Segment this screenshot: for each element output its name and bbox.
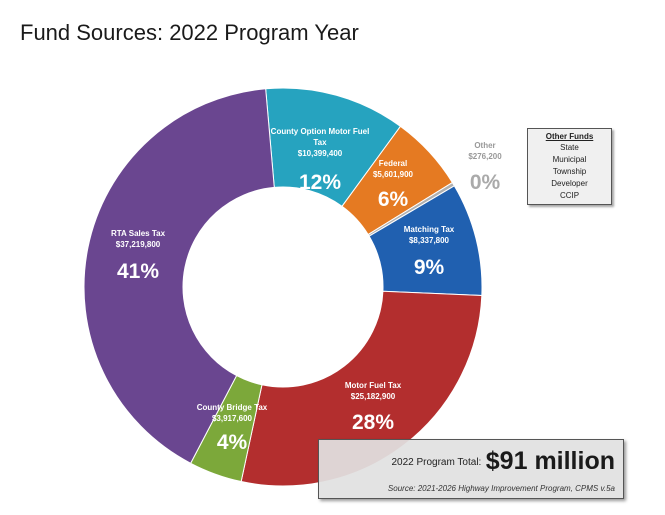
label-name-county-option-motor-fuel-tax-0: County Option Motor Fuel (271, 127, 370, 136)
label-amount-matching-tax: $8,337,800 (409, 236, 450, 245)
legend-item-township: Township (552, 167, 587, 176)
label-name-rta-sales-tax: RTA Sales Tax (111, 229, 166, 238)
label-percent-federal: 6% (378, 188, 409, 211)
legend-item-ccip: CCIP (559, 191, 580, 200)
label-amount-federal: $5,601,900 (373, 170, 414, 179)
label-percent-county-bridge-tax: 4% (217, 431, 248, 454)
label-amount-rta-sales-tax: $37,219,800 (116, 240, 161, 249)
label-amount-county-bridge-tax: $3,917,600 (212, 414, 253, 423)
donut-slices (83, 87, 483, 487)
label-name-motor-fuel-tax: Motor Fuel Tax (345, 381, 402, 390)
label-percent-other: 0% (470, 171, 501, 194)
label-percent-motor-fuel-tax: 28% (352, 411, 394, 434)
slice-motor-fuel-tax (240, 290, 483, 487)
label-name-county-bridge-tax: County Bridge Tax (197, 403, 268, 412)
source-note: Source: 2021-2026 Highway Improvement Pr… (387, 484, 615, 493)
label-name-federal: Federal (379, 159, 407, 168)
label-percent-matching-tax: 9% (414, 256, 445, 279)
label-name-other: Other (474, 141, 495, 150)
legend-item-state: State (560, 143, 579, 152)
label-name-matching-tax: Matching Tax (404, 225, 455, 234)
label-name-county-option-motor-fuel-tax-1: Tax (313, 138, 327, 147)
program-total-line: 2022 Program Total: $91 million (391, 447, 615, 476)
chart-title: Fund Sources: 2022 Program Year (20, 20, 359, 45)
other-funds-legend: Other Funds State Municipal Township Dev… (527, 128, 612, 205)
program-total-label: 2022 Program Total: (391, 457, 482, 468)
legend-item-municipal: Municipal (552, 155, 587, 164)
program-total-box: 2022 Program Total: $91 million Source: … (318, 439, 624, 499)
label-percent-rta-sales-tax: 41% (117, 260, 159, 283)
slice-labels: County Option Motor Fuel Tax $10,399,400 12… (111, 127, 502, 454)
label-amount-county-option-motor-fuel-tax: $10,399,400 (298, 149, 343, 158)
label-amount-other: $276,200 (468, 152, 502, 161)
legend-title: Other Funds (545, 132, 594, 141)
label-percent-county-option-motor-fuel-tax: 12% (299, 171, 341, 194)
legend-item-developer: Developer (551, 179, 588, 188)
program-total-value: $91 million (485, 447, 615, 475)
label-amount-motor-fuel-tax: $25,182,900 (351, 392, 396, 401)
slice-rta-sales-tax (83, 88, 275, 464)
